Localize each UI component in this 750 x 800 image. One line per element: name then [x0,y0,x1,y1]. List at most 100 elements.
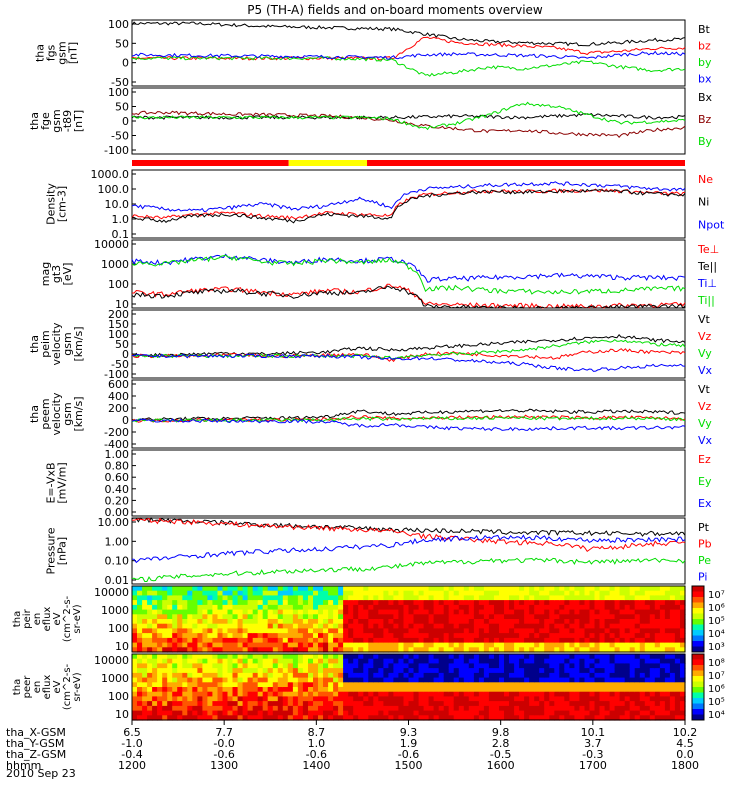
spectrogram-cell [428,609,435,615]
y-tick-label: 10 [115,708,129,721]
x-row-value: 4.5 [676,737,694,750]
spectrogram-cell [363,604,369,611]
spectrogram-cell [428,710,435,716]
spectrogram-cell [308,609,314,615]
spectrogram-cell [197,658,203,664]
spectrogram-cell [323,715,329,721]
spectrogram-cell [227,604,234,611]
spectrogram-cell [393,595,399,601]
y-tick-label: 100 [108,328,129,341]
spectrogram-cell [177,647,183,653]
spectrogram-cell [237,687,244,693]
spectrogram-cell [167,691,173,697]
spectrogram-cell [217,701,224,707]
spectrogram-cell [137,668,143,674]
spectrogram-cell [599,672,606,679]
x-row-label: tha_X-GSM [6,726,66,739]
spectrogram-cell [614,668,621,674]
x-row-value: -0.6 [306,748,327,761]
spectrogram-cell [534,633,540,639]
spectrogram-cell [443,654,450,660]
spectrogram-cell [644,696,651,702]
spectrogram-cell [413,658,420,664]
spectrogram-cell [499,600,505,606]
spectrogram-cell [614,590,621,596]
spectrogram-cell [669,623,676,629]
spectrogram-cell [544,614,550,620]
spectrogram-cell [669,628,676,634]
spectrogram-cell [680,600,686,606]
spectrogram-cell [443,637,450,644]
x-row-label: hhmm [6,759,41,772]
spectrogram-cell [348,715,354,721]
colorbar-segment [692,613,704,620]
spectrogram-cell [302,677,309,683]
spectrogram-cell [494,604,500,611]
mode-bar-segment [367,160,685,166]
colorbar-segment [692,608,704,614]
spectrogram-cell [654,654,661,660]
spectrogram-cell [197,663,203,669]
spectrogram-cell [649,691,656,697]
spectrogram-cell [483,682,490,688]
spectrogram-cell [348,668,354,674]
spectrogram-cell [674,595,681,601]
spectrogram-cell [292,590,299,596]
spectrogram-cell [172,687,178,693]
spectrogram-cell [247,701,254,707]
spectrogram-cell [232,715,239,721]
spectrogram-cell [388,691,394,697]
spectrogram-cell [398,623,404,629]
spectrogram-cell [453,609,460,615]
spectrogram-cell [504,696,510,702]
spectrogram-cell [534,628,540,634]
spectrogram-cell [478,633,485,639]
legend-Npot: Npot [698,218,725,231]
spectrogram-cell [302,586,309,592]
spectrogram-cell [378,682,384,688]
spectrogram-cell [363,623,369,629]
spectrogram-cell [308,590,314,596]
spectrogram-cell [157,687,163,693]
y-axis-label: tha [34,44,47,62]
spectrogram-cell [292,642,299,648]
spectrogram-cell [584,600,591,606]
spectrogram-cell [212,696,218,702]
spectrogram-cell [147,715,153,721]
spectrogram-cell [147,604,153,611]
colorbar-segment [692,597,704,603]
spectrogram-cell [343,672,349,679]
spectrogram-cell [182,696,188,702]
spectrogram-cell [438,658,445,664]
y-tick-label: -50 [111,76,129,89]
spectrogram-cell [217,637,224,644]
spectrogram-cell [172,647,178,653]
spectrogram-cell [494,663,500,669]
spectrogram-cell [529,701,535,707]
spectrogram-cell [509,668,515,674]
spectrogram-cell [463,715,470,721]
spectrogram-cell [554,672,560,679]
spectrogram-cell [614,595,621,601]
spectrogram-cell [267,705,274,712]
spectrogram-cell [262,705,269,712]
series-Bx-line [131,112,686,120]
legend-By: By [698,135,713,148]
spectrogram-cell [297,614,304,620]
spectrogram-cell [237,586,244,592]
spectrogram-cell [428,668,435,674]
spectrogram-cell [272,715,279,721]
spectrogram-cell [232,654,239,660]
spectrogram-cell [579,705,585,712]
spectrogram-cell [494,586,500,592]
y-tick-label: 1.00 [105,535,130,548]
spectrogram-cell [172,696,178,702]
spectrogram-cell [639,691,646,697]
spectrogram-cell [644,623,651,629]
spectrogram-cell [564,663,570,669]
spectrogram-cell [680,647,686,653]
spectrogram-cell [494,672,500,679]
spectrogram-cell [388,668,394,674]
spectrogram-cell [604,710,611,716]
